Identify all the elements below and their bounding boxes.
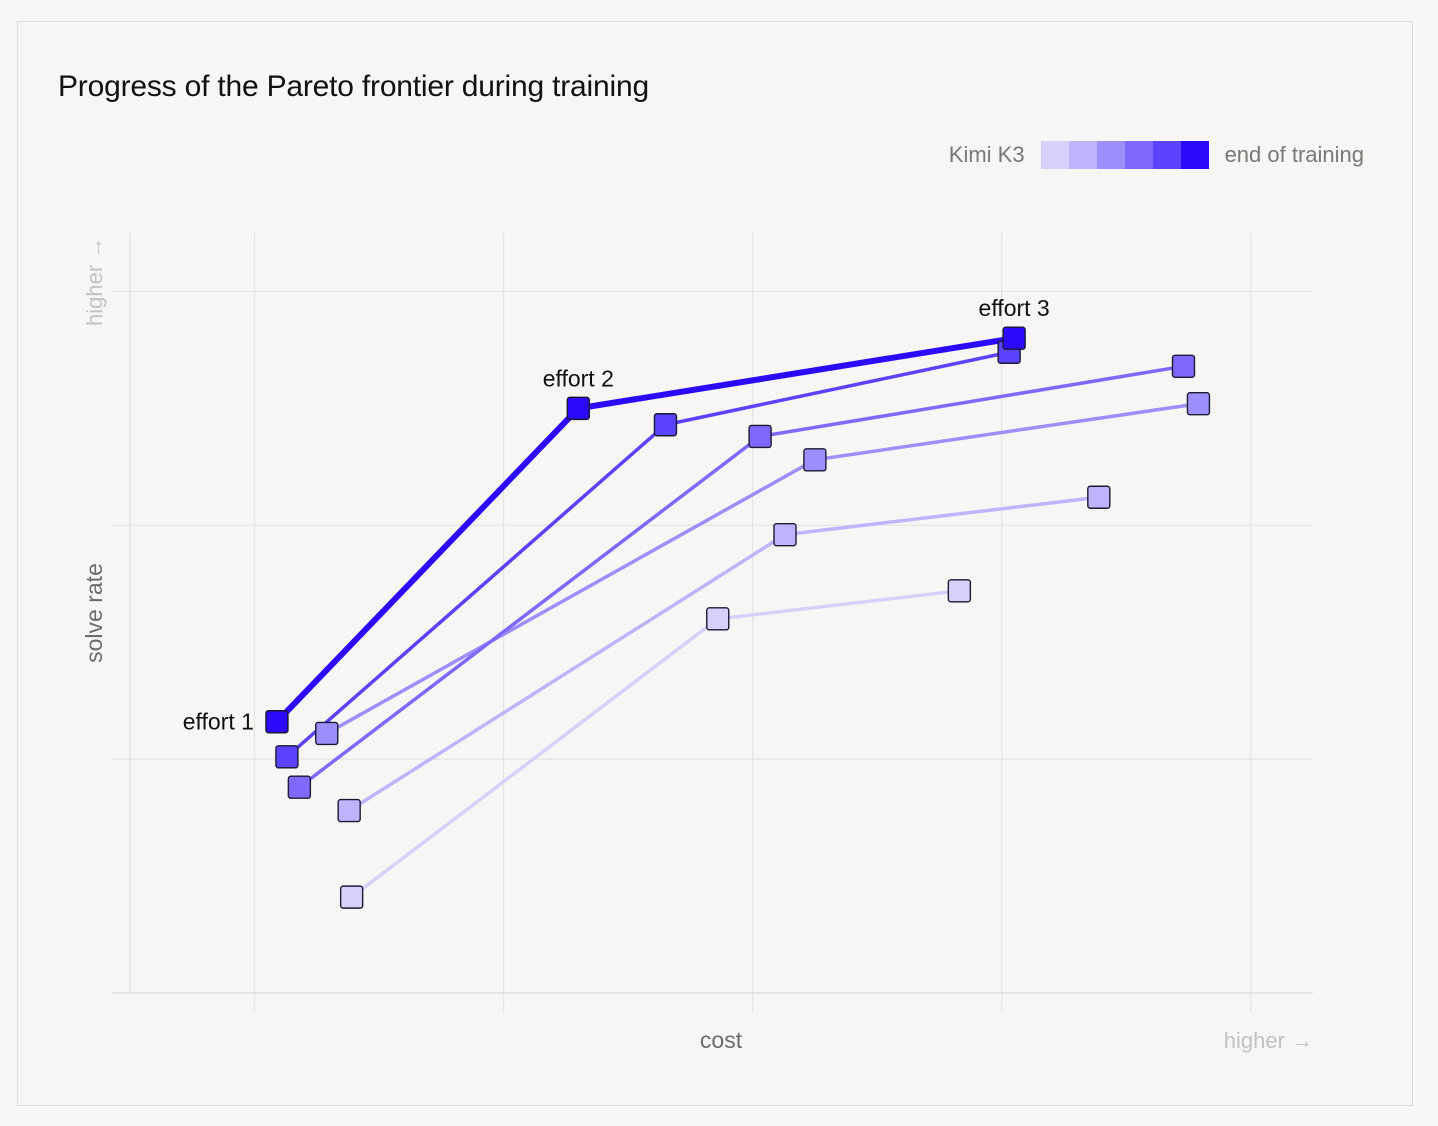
axes: cost higher → solve rate higher →	[81, 237, 1313, 1053]
legend-swatch	[1124, 141, 1153, 169]
data-point-marker	[287, 775, 312, 799]
chart-card: Progress of the Pareto frontier during t…	[17, 21, 1413, 1106]
legend-swatch	[1096, 141, 1125, 169]
effort-label: effort 2	[543, 365, 614, 391]
data-point-marker	[265, 710, 289, 734]
data-point-marker	[653, 413, 678, 437]
y-axis-label: solve rate	[81, 563, 107, 663]
data-point-marker	[748, 424, 772, 449]
legend-swatch	[1040, 141, 1069, 169]
legend-swatch	[1068, 141, 1097, 169]
data-point-marker	[337, 798, 361, 823]
data-point-marker	[706, 607, 730, 631]
chart-title: Progress of the Pareto frontier during t…	[58, 70, 649, 103]
legend-start-label: Kimi K3	[948, 142, 1025, 167]
series-line	[273, 335, 1018, 725]
data-point-marker	[275, 745, 299, 769]
data-point-marker	[1171, 354, 1196, 378]
grid	[112, 233, 1313, 1011]
legend: Kimi K3 end of training	[949, 141, 1364, 169]
y-axis-higher-label: higher →	[82, 237, 107, 326]
annotations: effort 1 effort 2 effort 3	[183, 295, 1050, 735]
x-axis-higher-label: higher →	[1224, 1028, 1313, 1053]
series-line	[347, 495, 1101, 813]
series-line	[349, 589, 962, 899]
legend-swatch	[1180, 141, 1209, 169]
series-lines	[273, 335, 1201, 899]
legend-color-scale	[1040, 141, 1209, 169]
data-point-marker	[947, 579, 972, 603]
data-point-marker	[1087, 485, 1111, 509]
data-point-marker	[566, 396, 590, 421]
series-line	[297, 364, 1186, 789]
series-line	[325, 401, 1201, 736]
x-axis-label: cost	[700, 1027, 743, 1053]
effort-label: effort 3	[979, 295, 1050, 321]
data-point-marker	[1002, 326, 1026, 350]
effort-label: effort 1	[183, 709, 254, 735]
data-point-marker	[1186, 392, 1211, 416]
data-point-marker	[315, 721, 339, 746]
legend-swatch	[1152, 141, 1181, 169]
data-point-marker	[803, 448, 827, 472]
series-points	[265, 326, 1211, 909]
data-point-marker	[773, 522, 797, 547]
legend-end-label: end of training	[1224, 142, 1364, 167]
data-point-marker	[339, 885, 364, 909]
